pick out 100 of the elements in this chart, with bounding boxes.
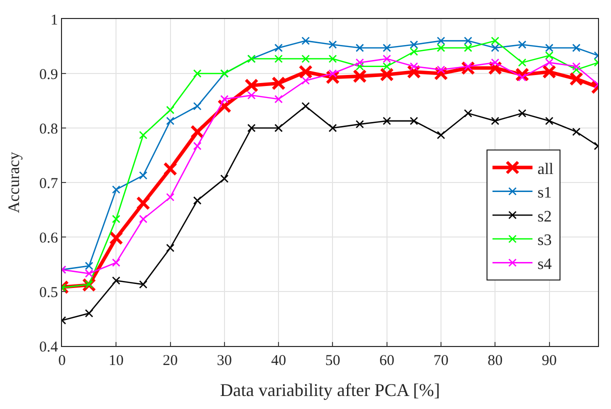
x-tick-label: 10 [108,353,124,369]
point [84,280,94,289]
point [193,69,202,78]
point [301,76,310,85]
point [193,142,202,150]
y-tick-label: 0.8 [39,121,58,138]
point [464,62,472,71]
point [515,68,530,82]
x-tick-label: 70 [433,353,448,369]
point [436,66,446,74]
legend-label: all [537,160,554,178]
x-tick-label: 80 [488,353,503,369]
x-tick-label: 40 [271,353,286,369]
point [274,124,283,132]
point [274,44,283,52]
point [490,58,500,67]
point [112,185,120,194]
point [328,40,337,49]
point [166,116,174,126]
y-tick-label: 0.9 [39,66,58,83]
y-axis-title: Accuracy [6,152,24,214]
point [220,174,229,183]
point [569,72,584,86]
point [410,48,418,56]
y-tick-label: 0.7 [39,176,58,192]
x-tick-label: 90 [542,353,557,369]
point [139,214,148,224]
point [436,130,446,140]
legend-label: s3 [537,232,552,250]
point [139,280,148,289]
point [139,130,148,140]
y-tick-label: 0.5 [39,284,58,301]
point [112,258,120,267]
point [328,124,337,132]
legend-label: s4 [537,256,552,273]
point [272,76,286,90]
point [572,44,580,52]
point [410,40,418,49]
x-tick-label: 60 [379,353,394,369]
point [163,162,178,176]
point [247,124,256,132]
point [380,68,394,82]
point [518,40,526,49]
point [84,309,94,318]
point [464,36,472,45]
point [572,62,580,71]
x-tick-label: 50 [325,353,340,369]
point [410,62,418,71]
point [545,58,554,67]
point [464,44,472,52]
point [518,58,526,67]
legend-label: s2 [537,208,552,226]
point [356,44,364,52]
x-axis-title: Data variability after PCA [%] [220,380,440,400]
point [274,54,283,63]
point [518,73,526,82]
point [382,62,391,71]
point [328,54,337,63]
point [166,244,174,252]
point [139,171,148,180]
y-tick-label: 0.4 [39,339,58,356]
point [356,58,364,67]
point [490,36,500,45]
point [518,109,526,118]
x-tick-label: 30 [216,353,232,369]
point [382,54,391,63]
point [84,269,94,278]
point [382,116,391,126]
legend-label: s1 [537,184,552,202]
point [301,102,310,110]
point [193,102,202,110]
point [247,91,256,100]
point [545,44,554,52]
point [244,78,258,92]
point [274,94,283,104]
point [301,54,310,63]
point [166,106,174,114]
point [356,62,364,71]
point [545,51,554,60]
point [436,36,446,45]
point [301,36,310,45]
point [545,116,554,126]
point [220,94,229,104]
point [190,124,204,139]
point [112,214,120,224]
point [193,196,202,205]
point [436,44,446,52]
point [382,44,391,52]
point [542,64,556,79]
point [166,193,174,202]
x-tick-label: 0 [58,353,66,369]
point [356,120,364,128]
point [572,66,580,74]
y-tick-label: 0.6 [39,230,58,246]
y-tick-label: 1 [50,12,58,28]
point [84,262,94,270]
point [572,128,580,136]
point [352,69,367,84]
point [136,196,150,210]
point [328,69,337,78]
